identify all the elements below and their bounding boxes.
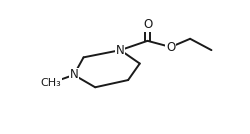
Text: N: N: [70, 68, 78, 81]
Text: O: O: [166, 40, 175, 54]
Text: CH₃: CH₃: [40, 78, 61, 88]
Text: O: O: [143, 18, 152, 31]
Text: N: N: [116, 44, 125, 57]
